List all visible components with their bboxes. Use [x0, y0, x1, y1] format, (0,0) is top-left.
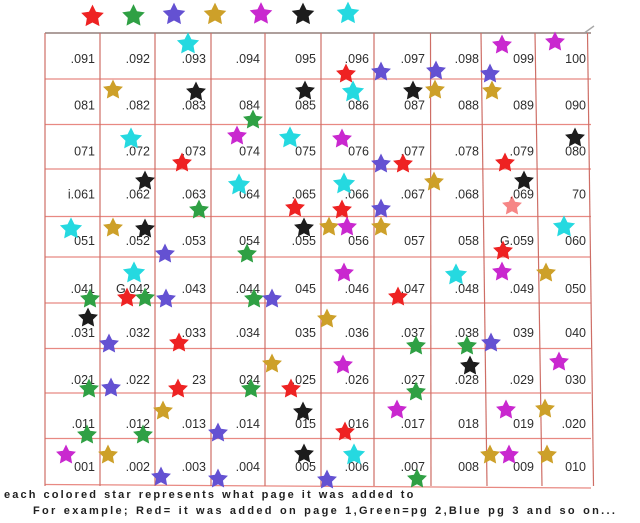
svg-text:.065: .065: [292, 188, 316, 202]
svg-text:.004: .004: [236, 460, 260, 474]
svg-text:.014: .014: [236, 417, 260, 431]
svg-text:.007: .007: [401, 460, 425, 474]
svg-text:.016: .016: [345, 417, 369, 431]
svg-text:.036: .036: [345, 326, 369, 340]
svg-text:015: 015: [295, 417, 316, 431]
svg-text:060: 060: [565, 234, 586, 248]
svg-text:058: 058: [458, 234, 479, 248]
svg-text:.062: .062: [126, 188, 150, 202]
svg-text:074: 074: [239, 145, 260, 159]
svg-text:045: 045: [295, 282, 316, 296]
svg-text:.022: .022: [126, 373, 150, 387]
svg-text:088: 088: [458, 99, 479, 113]
svg-text:099: 099: [513, 52, 534, 66]
svg-text:.027: .027: [401, 373, 425, 387]
svg-text:.067: .067: [401, 188, 425, 202]
svg-text:.032: .032: [126, 326, 150, 340]
svg-text:040: 040: [565, 326, 586, 340]
svg-text:086: 086: [348, 99, 369, 113]
svg-text:030: 030: [565, 373, 586, 387]
svg-text:70: 70: [572, 188, 586, 202]
svg-text:.011: .011: [72, 417, 95, 431]
svg-text:008: 008: [458, 460, 479, 474]
svg-text:005: 005: [295, 460, 316, 474]
svg-text:.046: .046: [345, 282, 369, 296]
svg-text:.063: .063: [182, 188, 206, 202]
svg-text:054: 054: [239, 234, 260, 248]
svg-text:.072: .072: [126, 145, 150, 159]
svg-text:095: 095: [295, 52, 316, 66]
svg-text:.031: .031: [71, 326, 95, 340]
svg-text:.091: .091: [71, 52, 95, 66]
svg-text:090: 090: [565, 99, 586, 113]
svg-text:.052: .052: [126, 234, 150, 248]
svg-text:085: 085: [295, 99, 316, 113]
svg-text:.083: .083: [182, 99, 206, 113]
svg-text:010: 010: [565, 460, 586, 474]
svg-text:.077: .077: [401, 145, 425, 159]
svg-text:009: 009: [513, 460, 534, 474]
svg-text:.028: .028: [455, 373, 479, 387]
svg-text:001: 001: [74, 460, 95, 474]
svg-text:.029: .029: [510, 373, 534, 387]
svg-text:.078: .078: [455, 145, 479, 159]
svg-text:.047: .047: [401, 282, 425, 296]
svg-text:.053: .053: [182, 234, 206, 248]
svg-text:.003: .003: [182, 460, 206, 474]
svg-text:.055: .055: [292, 234, 316, 248]
svg-text:100: 100: [565, 52, 586, 66]
svg-text:050: 050: [565, 282, 586, 296]
svg-text:018: 018: [458, 417, 479, 431]
svg-text:23: 23: [192, 373, 206, 387]
svg-text:.033: .033: [182, 326, 206, 340]
svg-text:.017: .017: [401, 417, 425, 431]
svg-text:.038: .038: [455, 326, 479, 340]
svg-text:.048: .048: [455, 282, 479, 296]
svg-text:051: 051: [74, 234, 95, 248]
svg-text:080: 080: [565, 145, 586, 159]
svg-text:024: 024: [239, 373, 260, 387]
svg-text:081: 081: [74, 99, 95, 113]
svg-text:.094: .094: [236, 52, 260, 66]
svg-text:056: 056: [348, 234, 369, 248]
svg-text:076: 076: [348, 145, 369, 159]
svg-text:.037: .037: [401, 326, 425, 340]
svg-text:089: 089: [513, 99, 534, 113]
svg-text:.082: .082: [126, 99, 150, 113]
svg-text:.096: .096: [345, 52, 369, 66]
svg-text:.034: .034: [236, 326, 260, 340]
svg-text:084: 084: [239, 99, 260, 113]
svg-text:057: 057: [404, 234, 425, 248]
svg-text:.092: .092: [126, 52, 150, 66]
svg-text:.013: .013: [182, 417, 206, 431]
svg-text:071: 071: [74, 145, 95, 159]
svg-text:.079: .079: [510, 145, 534, 159]
svg-text:087: 087: [404, 99, 425, 113]
svg-text:.025: .025: [292, 373, 316, 387]
svg-text:075: 075: [295, 145, 316, 159]
svg-text:.097: .097: [401, 52, 425, 66]
svg-text:035: 035: [295, 326, 316, 340]
svg-text:.068: .068: [455, 188, 479, 202]
svg-text:.026: .026: [345, 373, 369, 387]
svg-text:.049: .049: [510, 282, 534, 296]
svg-text:.043: .043: [182, 282, 206, 296]
svg-text:.006: .006: [345, 460, 369, 474]
svg-text:.066: .066: [345, 188, 369, 202]
svg-text:G.059: G.059: [500, 234, 534, 248]
svg-text:.098: .098: [455, 52, 479, 66]
svg-text:.002: .002: [126, 460, 150, 474]
svg-text:.020: .020: [562, 417, 586, 431]
svg-text:i.061: i.061: [68, 188, 95, 202]
svg-text:.093: .093: [182, 52, 206, 66]
svg-text:.069: .069: [510, 188, 534, 202]
svg-text:039: 039: [513, 326, 534, 340]
svg-text:.012: .012: [126, 417, 150, 431]
svg-text:.073: .073: [182, 145, 206, 159]
svg-text:019: 019: [513, 417, 534, 431]
